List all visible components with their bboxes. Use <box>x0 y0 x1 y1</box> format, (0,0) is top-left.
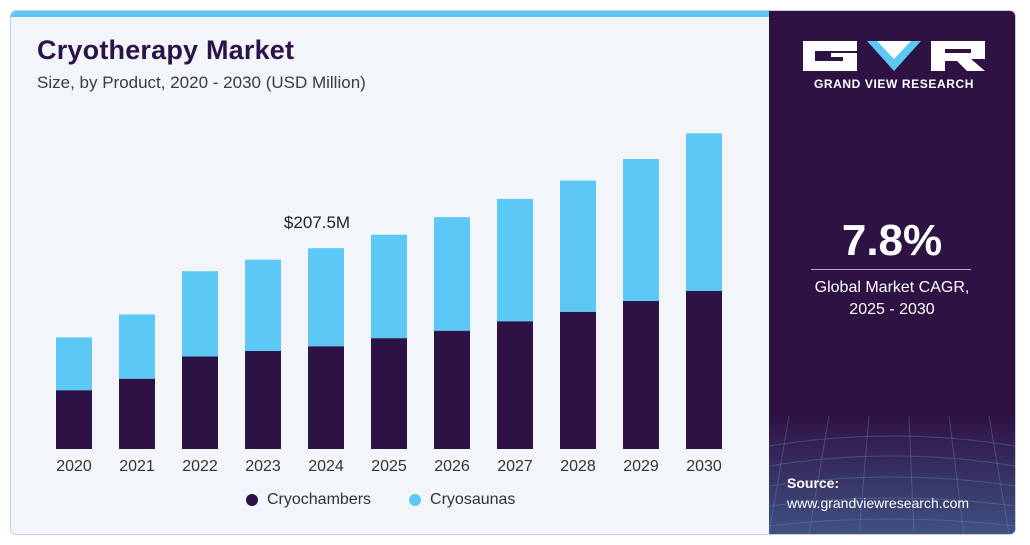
bar-cryosaunas-2027 <box>497 198 533 322</box>
accent-bar <box>11 11 769 17</box>
bar-cryochambers-2027 <box>497 321 533 449</box>
chart-panel: Cryotherapy Market Size, by Product, 202… <box>11 11 769 534</box>
bar-cryosaunas-2029 <box>623 158 659 301</box>
legend-item-cryochambers: Cryochambers <box>246 491 371 509</box>
bar-cryosaunas-2026 <box>434 217 470 331</box>
x-tick-label: 2022 <box>182 458 218 475</box>
x-tick-label: 2030 <box>686 458 722 475</box>
bar-cryochambers-2030 <box>686 290 722 449</box>
bar-cryochambers-2025 <box>371 338 407 449</box>
source-url[interactable]: www.grandviewresearch.com <box>787 495 970 511</box>
bar-cryosaunas-2028 <box>560 180 596 312</box>
gvr-logo-icon <box>803 41 985 71</box>
decorative-grid <box>769 416 1015 534</box>
chart-title: Cryotherapy Market <box>37 35 295 65</box>
legend-item-cryosaunas: Cryosaunas <box>409 491 515 509</box>
bar-cryosaunas-2023 <box>245 259 281 351</box>
x-tick-label: 2024 <box>308 458 344 475</box>
bar-cryosaunas-2022 <box>182 271 218 357</box>
bar-cryochambers-2028 <box>560 311 596 449</box>
bar-cryochambers-2024 <box>308 346 344 449</box>
chart-subtitle: Size, by Product, 2020 - 2030 (USD Milli… <box>37 73 366 92</box>
bar-cryochambers-2020 <box>56 390 92 449</box>
bar-chart: 2020 2021 2022 2023 2024 $207.5M 2025 2026 2027 2… <box>56 133 722 475</box>
cagr-label: Global Market CAGR, 2025 - 2030 <box>769 277 1015 321</box>
x-tick-label: 2020 <box>56 458 92 475</box>
x-tick-label: 2021 <box>119 458 155 475</box>
cagr-value: 7.8% <box>841 216 943 265</box>
legend-swatch-cryochambers <box>246 494 258 506</box>
legend-label: Cryosaunas <box>430 491 516 508</box>
bar-cryochambers-2026 <box>434 330 470 449</box>
infographic-card: Cryotherapy Market Size, by Product, 202… <box>10 10 1016 535</box>
x-tick-label: 2028 <box>560 458 596 475</box>
x-tick-label: 2027 <box>497 458 533 475</box>
bar-cryosaunas-2020 <box>56 337 92 391</box>
cagr-label-line1: Global Market CAGR, <box>814 279 970 296</box>
source-note: Source: www.grandviewresearch.com <box>787 473 969 513</box>
bar-cryosaunas-2021 <box>119 314 155 379</box>
cagr-label-line2: 2025 - 2030 <box>849 301 935 318</box>
bar-cryosaunas-2025 <box>371 234 407 339</box>
bar-cryosaunas-2030 <box>686 133 722 291</box>
bar-cryochambers-2029 <box>623 300 659 449</box>
divider <box>811 269 971 270</box>
source-label: Source: <box>787 475 840 491</box>
bar-cryochambers-2022 <box>182 356 218 449</box>
bar-cryosaunas-2024 <box>308 248 344 347</box>
legend-label: Cryochambers <box>267 491 372 508</box>
legend-swatch-cryosaunas <box>409 494 422 506</box>
x-tick-label: 2026 <box>434 458 470 475</box>
brand-panel: GRAND VIEW RESEARCH 7.8% Global Market C… <box>769 11 1015 534</box>
brand-name: GRAND VIEW RESEARCH <box>813 77 975 91</box>
chart-legend: Cryochambers Cryosaunas <box>246 491 553 509</box>
x-tick-label: 2029 <box>623 458 659 475</box>
bar-cryochambers-2023 <box>245 350 281 449</box>
x-tick-label: 2025 <box>371 458 407 475</box>
value-annotation: $207.5M <box>284 213 350 232</box>
bar-cryochambers-2021 <box>119 378 155 449</box>
x-tick-label: 2023 <box>245 458 281 475</box>
